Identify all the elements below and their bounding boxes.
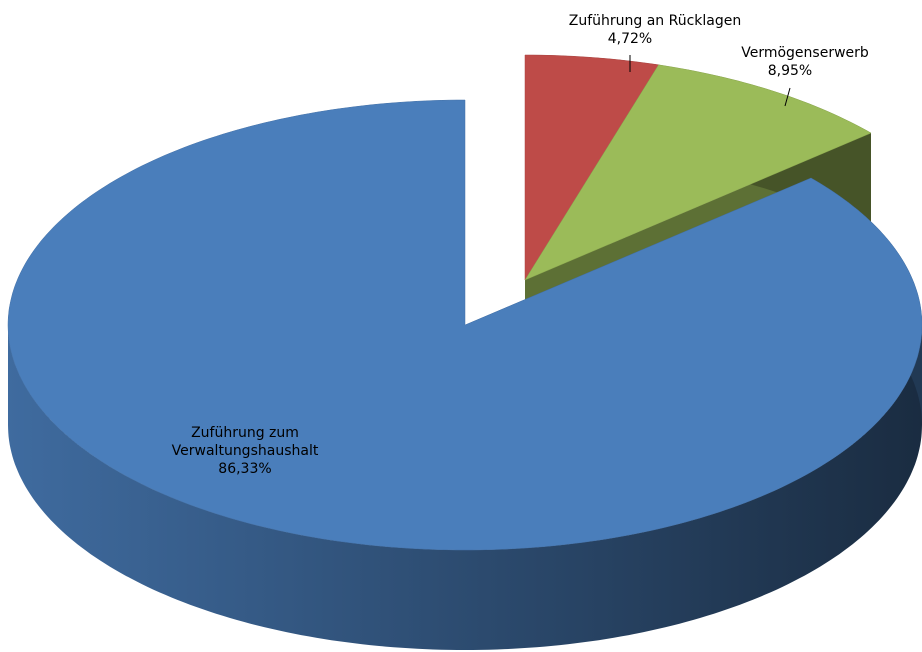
value-label: 86,33%	[218, 461, 272, 477]
slice-side	[8, 325, 922, 650]
category-label: Vermögenserwerb	[741, 45, 869, 61]
data-label: Vermögenserwerb 8,95%	[741, 44, 869, 80]
slice	[524, 54, 660, 281]
slice	[524, 64, 872, 281]
data-label: Zuführung an Rücklagen 4,72%	[569, 12, 742, 48]
slice	[7, 99, 922, 650]
leader-line	[784, 87, 791, 107]
slice	[7, 99, 922, 551]
data-label: Zuführung zum Verwaltungshaushalt 86,33%	[150, 424, 340, 478]
category-label: Zuführung an Rücklagen	[568, 13, 742, 29]
value-label: 4,72%	[607, 31, 653, 47]
value-label: 8,95%	[767, 63, 813, 79]
category-label: Zuführung zum Verwaltungshaushalt	[171, 425, 319, 459]
